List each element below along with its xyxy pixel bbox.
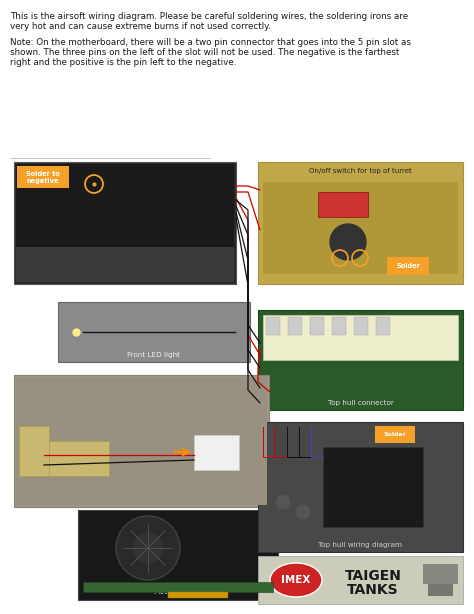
Bar <box>258 422 463 552</box>
Text: Airsoft firing
mechanism: Airsoft firing mechanism <box>101 260 149 280</box>
Bar <box>376 317 390 335</box>
Bar <box>16 377 267 505</box>
Bar <box>194 435 239 470</box>
Bar <box>168 592 228 598</box>
Bar <box>288 317 302 335</box>
Text: On/off switch for top of turret: On/off switch for top of turret <box>309 168 412 174</box>
Text: TANKS: TANKS <box>347 583 399 597</box>
Bar <box>428 584 453 596</box>
Bar <box>78 510 278 600</box>
Text: right and the positive is the pin left to the negative.: right and the positive is the pin left t… <box>10 58 236 67</box>
Text: Top hull wiring diagram: Top hull wiring diagram <box>319 542 402 548</box>
FancyBboxPatch shape <box>17 166 69 188</box>
FancyBboxPatch shape <box>387 257 429 275</box>
Text: This is the airsoft wiring diagram. Please be careful soldering wires, the solde: This is the airsoft wiring diagram. Plea… <box>10 12 408 21</box>
Bar <box>263 315 458 360</box>
Circle shape <box>116 516 180 580</box>
Text: Solder to
negative: Solder to negative <box>26 171 60 184</box>
Circle shape <box>133 533 163 563</box>
Bar <box>332 317 346 335</box>
Text: IMEX: IMEX <box>281 575 310 585</box>
Text: Motherboard: Motherboard <box>153 587 203 596</box>
Bar <box>354 317 368 335</box>
Bar <box>310 317 324 335</box>
Bar <box>258 310 463 410</box>
Bar <box>423 564 458 584</box>
Text: Solder: Solder <box>396 263 420 269</box>
Text: Elevation motor
(assembled in case): Elevation motor (assembled in case) <box>105 489 178 503</box>
Ellipse shape <box>270 563 322 597</box>
Bar <box>19 441 109 476</box>
Bar <box>58 302 250 362</box>
Bar <box>14 375 269 507</box>
Bar <box>14 162 236 284</box>
Bar <box>83 582 273 592</box>
Text: shown. The three pins on the left of the slot will not be used. The negative is : shown. The three pins on the left of the… <box>10 48 400 57</box>
Bar <box>258 162 463 284</box>
Bar <box>16 247 234 282</box>
Bar <box>16 164 234 249</box>
Circle shape <box>296 505 310 519</box>
Text: Top hull connector: Top hull connector <box>328 400 393 406</box>
Bar <box>318 192 368 217</box>
Text: TAIGEN: TAIGEN <box>345 569 401 583</box>
Text: Solder: Solder <box>383 432 406 437</box>
Bar <box>323 447 423 527</box>
FancyBboxPatch shape <box>375 426 415 443</box>
Text: very hot and can cause extreme burns if not used correctly.: very hot and can cause extreme burns if … <box>10 22 271 31</box>
Circle shape <box>330 224 366 260</box>
Text: Front LED light: Front LED light <box>128 352 181 358</box>
Bar <box>263 182 458 274</box>
Text: Note: On the motherboard, there will be a two pin connector that goes into the 5: Note: On the motherboard, there will be … <box>10 38 411 47</box>
Bar <box>258 556 463 604</box>
Bar <box>19 426 49 476</box>
Circle shape <box>276 495 290 509</box>
Bar <box>266 317 280 335</box>
